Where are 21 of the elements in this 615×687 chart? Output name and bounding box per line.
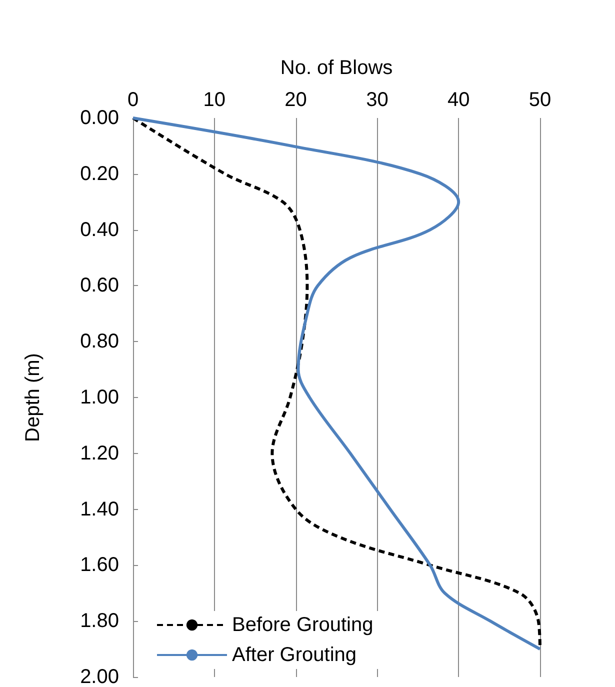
x-tick-label: 50 [528, 89, 552, 111]
legend-label: Before Grouting [232, 614, 374, 636]
x-axis-title: No. of Blows [280, 57, 393, 79]
x-tick-label: 40 [447, 89, 470, 111]
x-tick-label: 30 [366, 89, 388, 111]
y-tick-label: 0.40 [80, 218, 119, 241]
y-tick-label: 2.00 [80, 666, 119, 687]
y-tick-label: 1.00 [80, 386, 119, 408]
y-axis-title: Depth (m) [22, 353, 44, 442]
y-tick-label: 0.20 [80, 162, 119, 185]
x-tick-label: 20 [284, 89, 307, 111]
y-tick-label: 1.80 [80, 610, 119, 632]
legend-label: After Grouting [232, 644, 357, 666]
y-tick-label: 1.60 [80, 554, 119, 576]
x-tick-label: 10 [203, 89, 226, 111]
y-tick-label: 0.00 [80, 107, 119, 129]
y-tick-label: 1.20 [80, 442, 119, 464]
x-tick-label: 0 [127, 89, 139, 111]
y-tick-label: 0.80 [80, 330, 119, 353]
y-tick-label: 0.60 [80, 274, 119, 297]
y-tick-label: 1.40 [80, 498, 119, 520]
